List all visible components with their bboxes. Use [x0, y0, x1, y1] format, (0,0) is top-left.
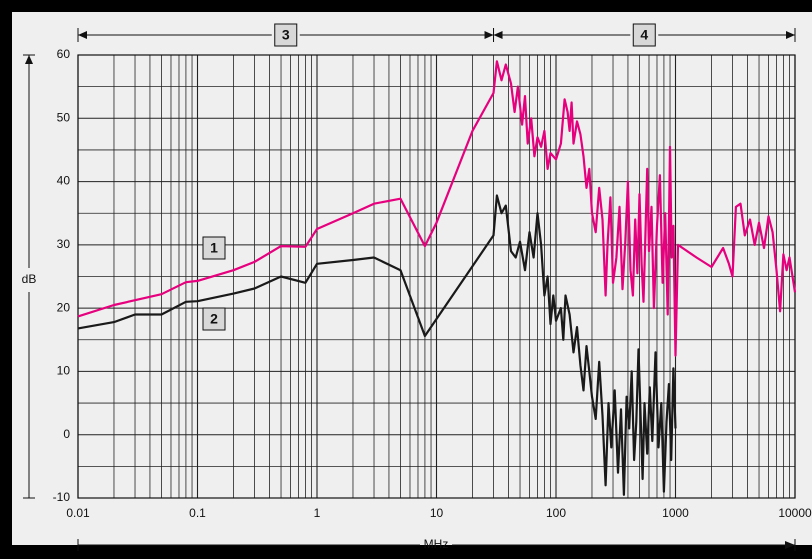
axes: [23, 54, 796, 551]
range-arrowhead: [493, 31, 503, 39]
x-tick-label: 1000: [662, 506, 689, 520]
grid: [77, 54, 796, 499]
x-tick-label: 10000: [778, 506, 812, 520]
y-tick-label: 30: [57, 237, 71, 251]
series-layer: [77, 60, 797, 496]
range-arrowhead: [786, 31, 795, 39]
chart-background: [12, 12, 812, 545]
y-tick-label: 0: [63, 427, 70, 441]
series-label: 1: [210, 240, 218, 256]
range-label: 4: [640, 27, 648, 43]
y-axis-arrowhead: [25, 55, 33, 64]
tick-labels: -10 0 10 20 30 40 50 60 0.01 0.1 1 10 100 1000 10000: [53, 47, 812, 520]
series-label-box: [202, 236, 226, 260]
range-arrowhead: [484, 31, 494, 39]
x-tick-label: 1: [314, 506, 321, 520]
y-tick-label: 10: [57, 364, 71, 378]
series-label: 2: [210, 311, 218, 327]
annotations: 3 4 1 2: [77, 23, 796, 331]
y-tick-label: -10: [53, 490, 71, 504]
range-arrowhead: [78, 31, 87, 39]
x-tick-label: 100: [546, 506, 566, 520]
x-axis-label: MHz: [424, 537, 449, 551]
x-tick-label: 0.1: [189, 506, 206, 520]
y-tick-label: 60: [57, 47, 71, 61]
y-tick-label: 50: [57, 110, 71, 124]
x-tick-label: 0.01: [66, 506, 90, 520]
series-line-2: [77, 194, 677, 496]
range-label-box: [632, 23, 656, 47]
range-label: 3: [282, 27, 290, 43]
series-label-box: [202, 307, 226, 331]
x-axis-arrowhead: [785, 541, 795, 549]
y-tick-label: 20: [57, 300, 71, 314]
y-axis-label: dB: [22, 272, 37, 286]
series-line-1: [77, 60, 797, 357]
plot-border: [77, 54, 796, 499]
x-tick-label: 10: [430, 506, 444, 520]
range-label-box: [274, 23, 298, 47]
y-tick-label: 40: [57, 174, 71, 188]
